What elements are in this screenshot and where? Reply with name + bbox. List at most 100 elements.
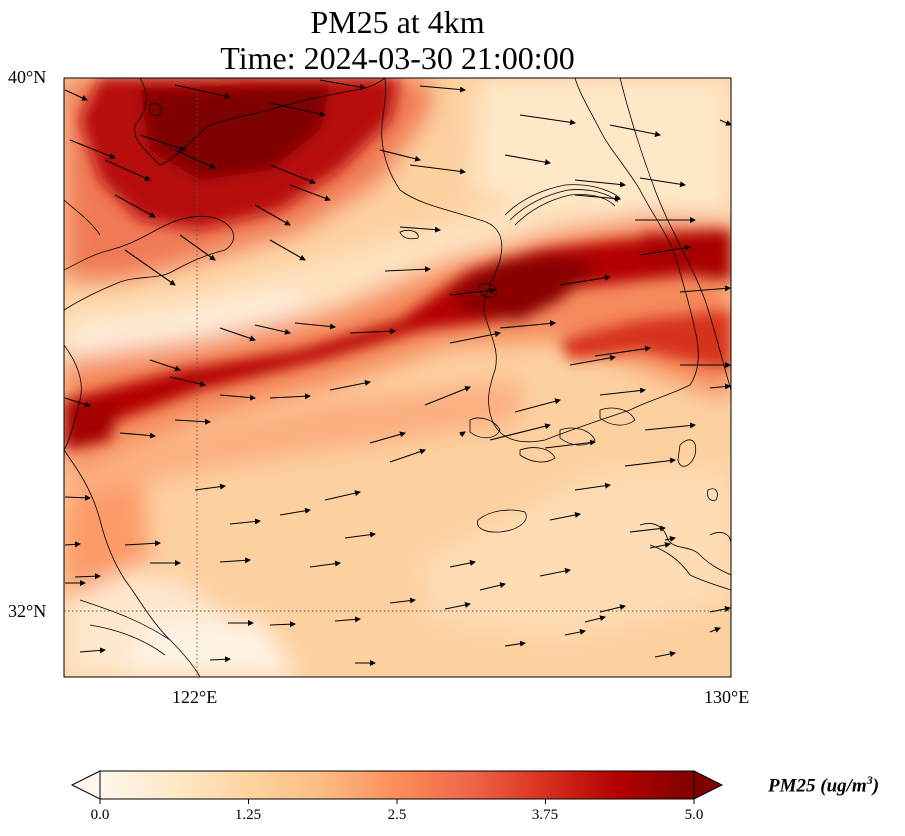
wind-vector <box>504 640 526 647</box>
wind-vector <box>329 380 371 391</box>
wind-vector <box>349 328 396 335</box>
wind-vector <box>489 423 551 441</box>
colorbar-tick-3: 3.75 <box>531 807 559 823</box>
wind-vector <box>549 512 581 521</box>
wind-vector <box>169 376 206 387</box>
wind-vector <box>254 324 291 335</box>
wind-vector <box>269 621 296 628</box>
wind-vector <box>444 602 471 610</box>
wind-vector <box>609 124 661 137</box>
wind-vector <box>639 177 686 188</box>
wind-vector <box>639 244 691 256</box>
wind-vector <box>229 518 261 525</box>
wind-vector <box>64 397 91 408</box>
colorbar-label-sup: 3 <box>866 773 873 787</box>
wind-vector <box>79 647 106 654</box>
wind-vector <box>209 656 231 663</box>
wind-vector <box>289 184 331 202</box>
wind-vector <box>379 149 421 162</box>
wind-vector <box>499 320 556 329</box>
wind-vector <box>149 359 181 372</box>
wind-vector <box>424 386 471 406</box>
wind-vector <box>574 194 621 202</box>
wind-vector <box>369 431 406 444</box>
coastlines <box>64 78 731 677</box>
wind-vector <box>219 394 256 401</box>
colorbar-label: PM25 (ug/m3) <box>768 773 879 797</box>
wind-vector <box>449 287 496 296</box>
colorbar-extend-high <box>693 770 724 800</box>
pm25-field <box>64 78 731 677</box>
wind-vector <box>599 604 626 613</box>
wind-vector <box>539 568 571 577</box>
wind-vector <box>269 102 326 117</box>
wind-vector <box>319 79 366 91</box>
gridlines <box>64 78 731 677</box>
wind-vector <box>709 606 731 613</box>
wind-vector <box>574 482 611 491</box>
wind-vector <box>504 154 551 166</box>
wind-vectors <box>64 79 732 666</box>
wind-vector <box>644 422 696 431</box>
wind-vector <box>459 431 466 438</box>
wind-vector <box>519 114 576 126</box>
wind-vector <box>254 204 291 226</box>
wind-vector <box>384 266 431 273</box>
colorbar-bar <box>99 770 695 800</box>
wind-vector <box>649 542 671 549</box>
lon-tick-122: 122°E <box>172 687 218 707</box>
wind-vector <box>544 439 596 449</box>
wind-vector <box>269 393 311 400</box>
wind-vector <box>194 483 226 491</box>
colorbar-label-tail: ) <box>872 775 880 797</box>
wind-vector <box>124 249 176 286</box>
wind-vector <box>114 194 156 218</box>
wind-vector <box>174 149 216 169</box>
wind-vector <box>69 139 116 159</box>
wind-vector <box>599 387 646 396</box>
colorbar-tick-2: 2.5 <box>387 807 407 823</box>
wind-vector <box>574 179 626 188</box>
wind-vector <box>64 89 88 101</box>
wind-vector <box>64 541 81 548</box>
wind-vector <box>409 164 466 175</box>
wind-vector <box>709 627 721 633</box>
wind-vector <box>64 494 91 501</box>
wind-vector <box>74 573 101 580</box>
wind-vector <box>629 525 666 533</box>
map-frame <box>63 77 732 678</box>
wind-vector <box>139 134 186 152</box>
wind-vector <box>309 560 341 568</box>
wind-vector <box>119 432 156 439</box>
wind-vector <box>294 322 336 330</box>
colorbar-label-main: PM25 (ug/m <box>768 775 867 797</box>
wind-vector <box>719 119 732 126</box>
colorbar-tick-4: 5.0 <box>684 807 704 823</box>
wind-vector <box>594 345 651 357</box>
lat-tick-32: 32°N <box>8 601 47 621</box>
wind-vector <box>104 159 151 181</box>
wind-vector <box>324 490 361 501</box>
wind-vector <box>449 331 501 344</box>
wind-vector <box>389 448 426 463</box>
wind-vector <box>344 531 376 539</box>
colorbar-tick-1: 1.25 <box>234 807 262 823</box>
wind-vector <box>584 615 606 623</box>
wind-vector <box>564 629 586 636</box>
wind-vector <box>174 418 211 425</box>
wind-vector <box>679 285 731 293</box>
wind-vector <box>219 327 256 342</box>
wind-vector <box>219 557 251 564</box>
colorbar <box>70 770 724 804</box>
lat-tick-40: 40°N <box>8 67 47 87</box>
wind-vector <box>654 651 676 658</box>
colorbar-extend-low <box>70 770 101 800</box>
wind-vector <box>479 582 506 591</box>
map-title: PM25 at 4km <box>310 4 485 40</box>
map-subtitle: Time: 2024-03-30 21:00:00 <box>220 40 575 76</box>
wind-vector <box>449 560 476 568</box>
wind-vector <box>389 597 416 604</box>
wind-vector <box>269 239 306 261</box>
colorbar-tick-0: 0.0 <box>90 807 110 823</box>
